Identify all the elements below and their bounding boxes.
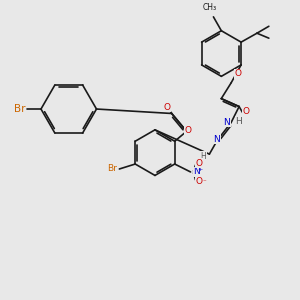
Text: CH₃: CH₃ <box>202 3 217 12</box>
Text: N: N <box>194 167 200 176</box>
Text: O: O <box>163 103 170 112</box>
Text: N: N <box>224 118 230 127</box>
Text: H: H <box>235 117 242 126</box>
Text: O: O <box>196 177 202 186</box>
Text: ⁻: ⁻ <box>202 179 206 185</box>
Text: H: H <box>201 152 206 160</box>
Text: N: N <box>214 135 220 144</box>
Text: Br: Br <box>107 164 117 173</box>
Text: O: O <box>235 69 242 78</box>
Text: +: + <box>197 167 202 172</box>
Text: Br: Br <box>14 104 25 114</box>
Text: O: O <box>242 107 250 116</box>
Text: O: O <box>184 126 191 135</box>
Text: O: O <box>196 158 202 167</box>
